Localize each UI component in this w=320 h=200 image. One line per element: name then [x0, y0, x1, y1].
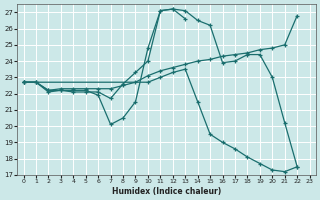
X-axis label: Humidex (Indice chaleur): Humidex (Indice chaleur) [112, 187, 221, 196]
